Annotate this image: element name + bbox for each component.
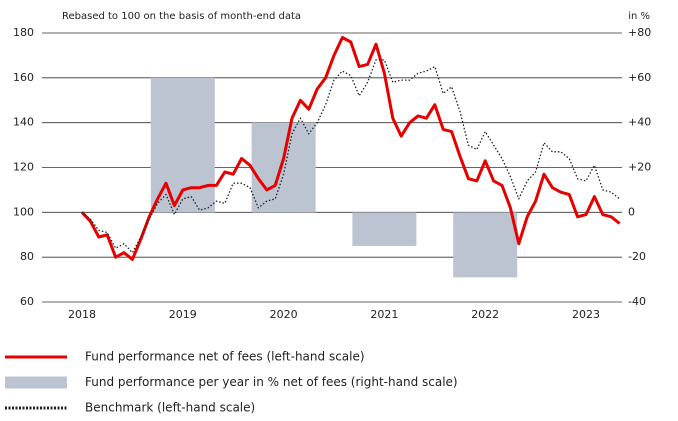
bar: [453, 212, 518, 278]
y-tick-label: 180: [13, 26, 34, 39]
x-tick-label: 2023: [572, 308, 600, 321]
legend-label: Benchmark (left-hand scale): [85, 401, 255, 415]
y2-axis-label: in %: [628, 11, 650, 22]
x-tick-label: 2022: [471, 308, 499, 321]
fund-line: [80, 36, 621, 261]
y-tick-label: 60: [20, 295, 34, 308]
y2-tick-label: +40: [628, 116, 651, 129]
y-tick-label: 160: [13, 71, 34, 84]
y-tick-label: 100: [13, 205, 34, 218]
y-tick-label: 80: [20, 250, 34, 263]
y2-tick-label: +80: [628, 26, 651, 39]
x-tick-label: 2020: [270, 308, 298, 321]
y2-tick-label: -40: [628, 295, 646, 308]
y2-tick-label: +60: [628, 71, 651, 84]
chart-subtitle: Rebased to 100 on the basis of month-end…: [62, 11, 301, 22]
x-tick-label: 2018: [68, 308, 96, 321]
x-tick-label: 2019: [169, 308, 197, 321]
bar: [251, 122, 316, 213]
benchmark-line: [81, 59, 621, 254]
x-tick-label: 2021: [370, 308, 398, 321]
legend-label: Fund performance net of fees (left-hand …: [85, 350, 365, 364]
y2-tick-label: -20: [628, 250, 646, 263]
y-tick-label: 120: [13, 161, 34, 174]
bar: [352, 212, 417, 246]
y2-tick-label: 0: [628, 205, 635, 218]
y-tick-label: 140: [13, 116, 34, 129]
legend-swatch: [5, 376, 67, 389]
legend-label: Fund performance per year in % net of fe…: [85, 375, 458, 389]
y2-tick-label: +20: [628, 161, 651, 174]
